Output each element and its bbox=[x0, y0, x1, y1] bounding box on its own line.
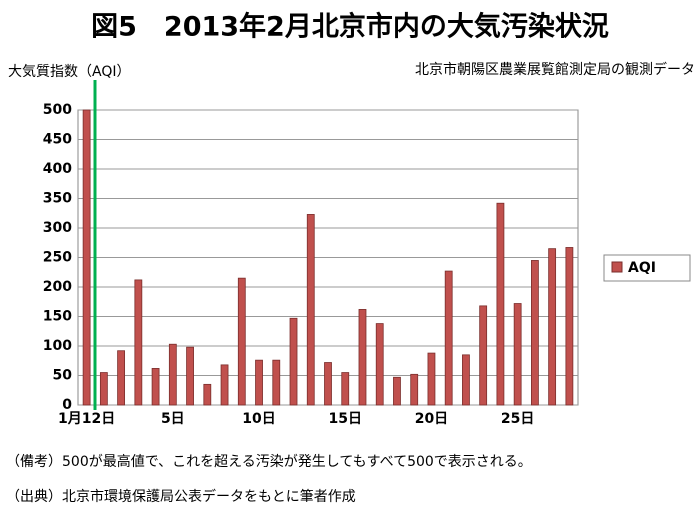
y-axis-label: 大気質指数（AQI） bbox=[8, 64, 130, 80]
bar bbox=[151, 368, 160, 406]
bar bbox=[393, 376, 401, 406]
bar bbox=[324, 362, 332, 406]
x-tick-label: 1月12日 bbox=[58, 411, 115, 427]
y-tick-label: 400 bbox=[43, 161, 72, 177]
bar bbox=[220, 364, 229, 406]
y-tick-label: 300 bbox=[43, 220, 72, 236]
bar bbox=[255, 359, 263, 406]
legend-label: AQI bbox=[628, 260, 656, 276]
bar bbox=[237, 277, 246, 406]
bar bbox=[203, 383, 212, 406]
bar bbox=[99, 372, 108, 406]
y-tick-label: 350 bbox=[43, 191, 72, 207]
y-tick-label: 200 bbox=[43, 279, 72, 295]
bar bbox=[496, 202, 505, 406]
bar bbox=[427, 352, 436, 406]
bar bbox=[358, 309, 367, 406]
y-tick-label: 0 bbox=[62, 397, 72, 413]
chart-title: 図5 2013年2月北京市内の大気汚染状況 bbox=[91, 11, 609, 43]
bar bbox=[444, 270, 453, 406]
note: （備考）500が最高値で、これを超える汚染が発生してもすべて500で表示される。 bbox=[6, 453, 532, 470]
bar bbox=[272, 359, 281, 406]
bar bbox=[479, 305, 488, 406]
x-tick-label: 25日 bbox=[501, 411, 534, 427]
bar bbox=[565, 247, 574, 406]
x-tick-label: 5日 bbox=[161, 411, 185, 427]
bar bbox=[530, 260, 539, 406]
bar bbox=[134, 279, 143, 406]
x-tick-label: 10日 bbox=[242, 411, 275, 427]
bar bbox=[341, 372, 350, 406]
note: （出典）北京市環境保護局公表データをもとに筆者作成 bbox=[6, 488, 356, 505]
y-tick-label: 500 bbox=[43, 102, 72, 118]
legend-swatch bbox=[611, 261, 623, 273]
bar bbox=[186, 346, 194, 406]
y-tick-label: 100 bbox=[43, 338, 72, 354]
bar bbox=[513, 303, 522, 406]
y-tick-label: 250 bbox=[43, 250, 72, 266]
bar bbox=[548, 248, 557, 406]
x-tick-label: 20日 bbox=[415, 411, 448, 427]
x-tick-label: 15日 bbox=[328, 411, 361, 427]
bar bbox=[82, 109, 91, 406]
bar bbox=[168, 343, 177, 406]
y-tick-label: 450 bbox=[43, 132, 72, 148]
y-tick-label: 50 bbox=[53, 368, 73, 384]
bar bbox=[306, 214, 315, 406]
subtitle: 北京市朝陽区農業展覧館測定局の観測データ bbox=[415, 61, 695, 78]
bar bbox=[289, 317, 298, 406]
bar bbox=[462, 354, 470, 406]
bar bbox=[410, 373, 419, 406]
y-tick-label: 150 bbox=[43, 309, 72, 325]
bar bbox=[117, 350, 126, 406]
bar bbox=[375, 323, 384, 406]
